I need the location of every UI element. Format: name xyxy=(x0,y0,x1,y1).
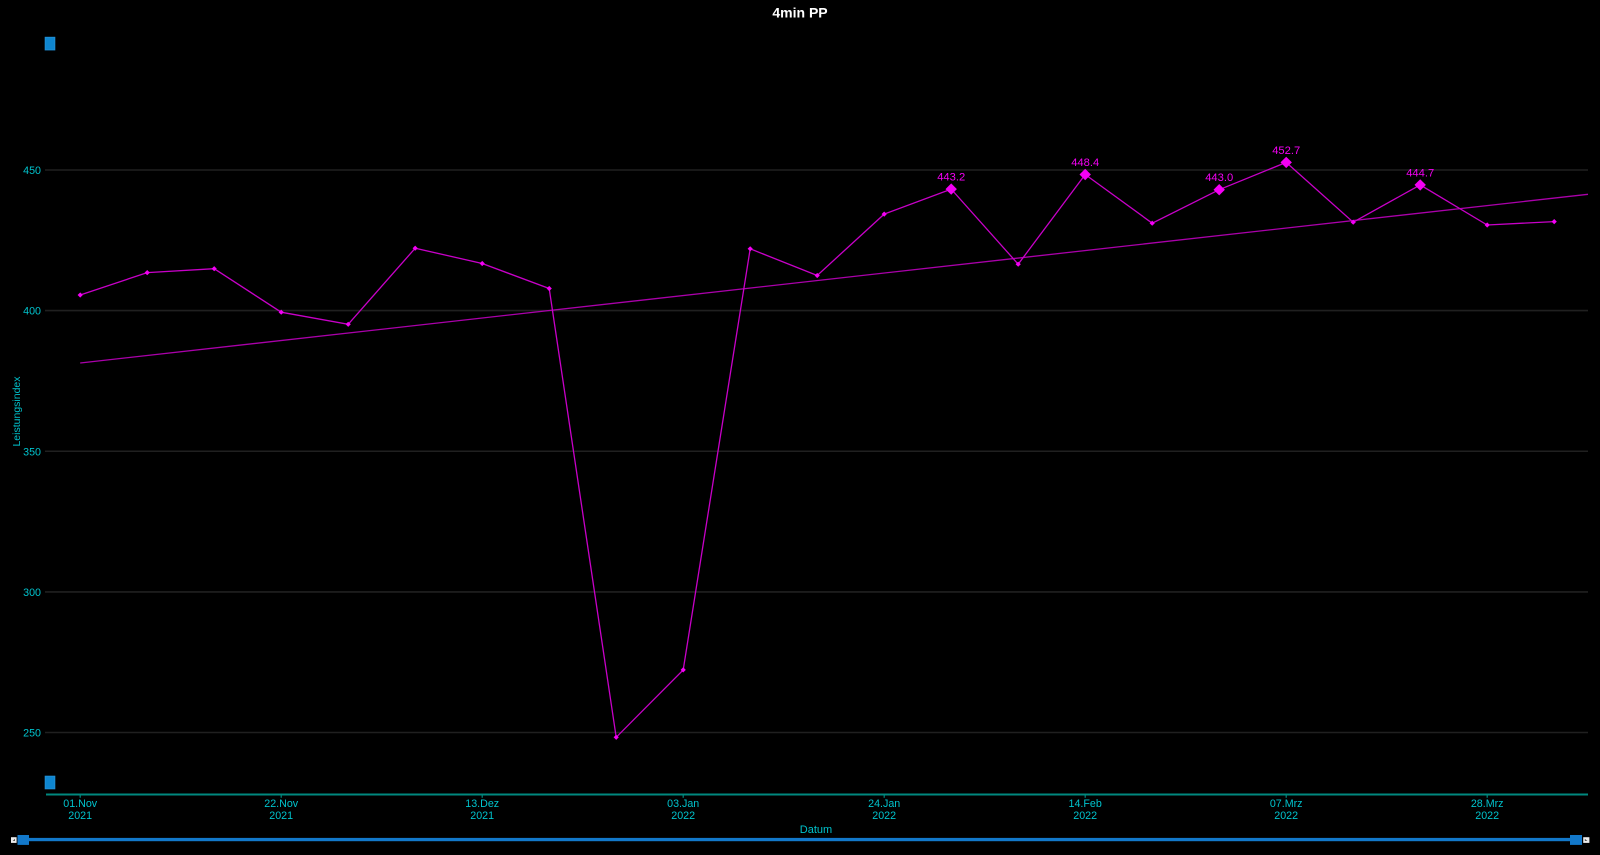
svg-text:Datum: Datum xyxy=(800,824,832,836)
svg-text:2022: 2022 xyxy=(1073,810,1097,822)
svg-text:448.4: 448.4 xyxy=(1071,157,1099,169)
svg-text:2022: 2022 xyxy=(872,810,896,822)
svg-text:01.Nov: 01.Nov xyxy=(63,798,98,810)
svg-text:4min PP: 4min PP xyxy=(772,5,827,21)
svg-text:Leistungsindex: Leistungsindex xyxy=(11,376,23,447)
svg-text:07.Mrz: 07.Mrz xyxy=(1270,798,1303,810)
svg-text:2022: 2022 xyxy=(1475,810,1499,822)
svg-text:450: 450 xyxy=(23,165,41,177)
svg-text:452.7: 452.7 xyxy=(1272,145,1300,157)
svg-text:14.Feb: 14.Feb xyxy=(1069,798,1102,810)
svg-text:443.0: 443.0 xyxy=(1205,172,1233,184)
svg-text:13.Dez: 13.Dez xyxy=(465,798,499,810)
svg-text:03.Jan: 03.Jan xyxy=(667,798,699,810)
svg-text:444.7: 444.7 xyxy=(1406,167,1434,179)
svg-text:300: 300 xyxy=(23,587,41,599)
svg-text:2022: 2022 xyxy=(1274,810,1298,822)
svg-text:2021: 2021 xyxy=(68,810,92,822)
svg-text:443.2: 443.2 xyxy=(937,172,965,184)
svg-text:24.Jan: 24.Jan xyxy=(868,798,900,810)
svg-text:2021: 2021 xyxy=(269,810,293,822)
svg-text:350: 350 xyxy=(23,446,41,458)
svg-text:22.Nov: 22.Nov xyxy=(264,798,299,810)
svg-text:400: 400 xyxy=(23,306,41,318)
svg-text:28.Mrz: 28.Mrz xyxy=(1471,798,1504,810)
svg-text:2022: 2022 xyxy=(671,810,695,822)
svg-text:250: 250 xyxy=(23,728,41,740)
svg-text:2021: 2021 xyxy=(470,810,494,822)
